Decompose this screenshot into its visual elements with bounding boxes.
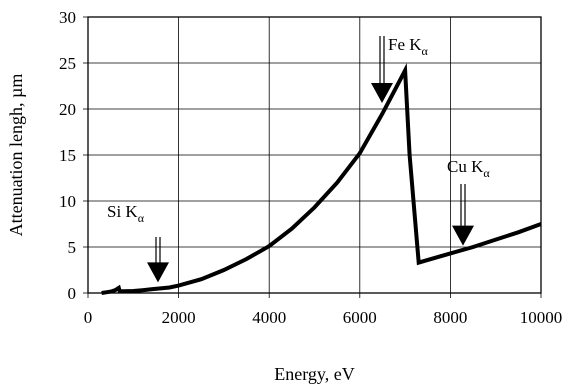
y-tick-label: 0 — [68, 284, 77, 303]
curve-layer — [101, 63, 542, 295]
arrow-head-icon — [147, 262, 169, 283]
y-tick-label: 20 — [59, 100, 76, 119]
x-tick-label: 4000 — [252, 308, 286, 327]
x-tick-label: 8000 — [433, 308, 467, 327]
annotation-cu: Cu Kα — [447, 157, 490, 246]
x-tick-label: 6000 — [343, 308, 377, 327]
annotations: Si Kα Fe Kα Cu Kα — [107, 35, 490, 283]
attenuation-curve — [101, 63, 542, 295]
annotation-fe: Fe Kα — [371, 35, 429, 103]
tick-labels: 0 2000 4000 6000 8000 10000 0 5 10 15 20 25 30 — [59, 8, 562, 327]
x-tick-label: 10000 — [520, 308, 563, 327]
y-axis-label: Attenuation lengh, µm — [6, 74, 26, 237]
y-tick-label: 25 — [59, 54, 76, 73]
y-tick-label: 15 — [59, 146, 76, 165]
x-tick-label: 2000 — [162, 308, 196, 327]
y-tick-label: 10 — [59, 192, 76, 211]
annotation-label: Fe Kα — [388, 35, 429, 58]
x-axis-label: Energy, eV — [274, 364, 354, 384]
y-tick-label: 30 — [59, 8, 76, 27]
annotation-si: Si Kα — [107, 202, 169, 283]
annotation-label: Si Kα — [107, 202, 145, 225]
plot-frame — [87, 16, 542, 294]
arrow-head-icon — [371, 83, 393, 103]
annotation-label: Cu Kα — [447, 157, 490, 180]
y-tick-label: 5 — [68, 238, 77, 257]
x-tick-label: 0 — [84, 308, 93, 327]
arrow-head-icon — [452, 225, 474, 246]
